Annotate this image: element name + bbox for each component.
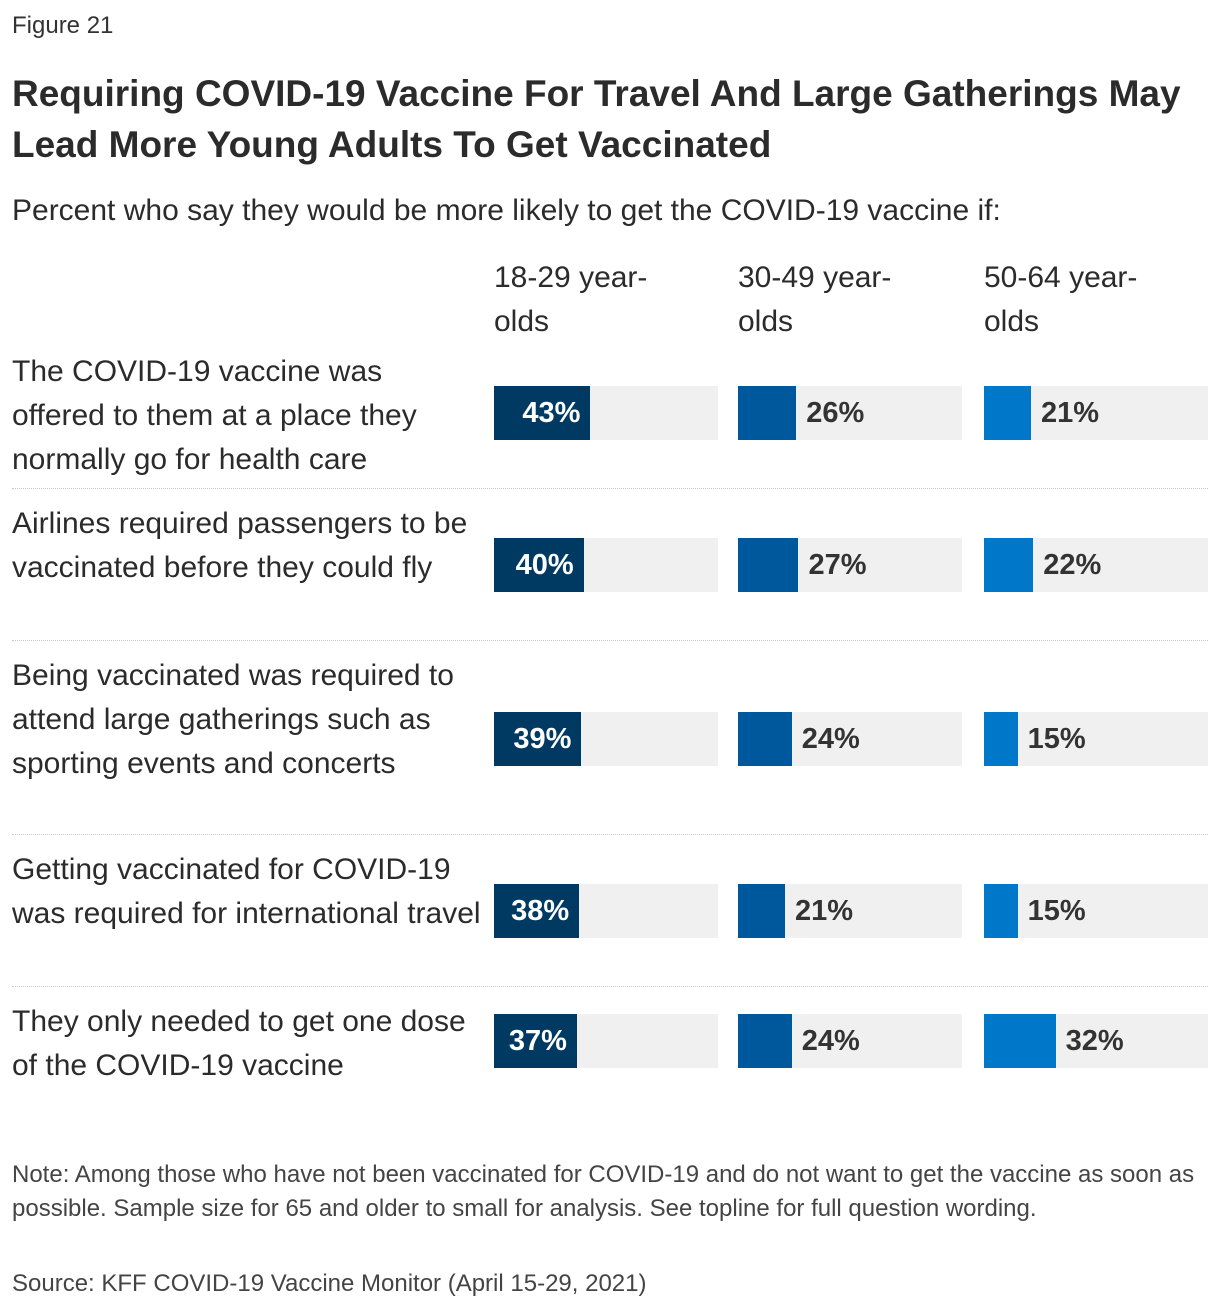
bar-track: 15% [984, 712, 1208, 766]
category-label: Airlines required passengers to be vacci… [12, 507, 468, 584]
column-header-2: 30-49 year-olds [738, 261, 892, 338]
bar [494, 386, 591, 440]
bar [738, 884, 786, 938]
bar-track: 24% [738, 1014, 962, 1068]
data-label: 24% [801, 1025, 860, 1057]
data-label: 24% [801, 723, 860, 755]
chart-source: Source: KFF COVID-19 Vaccine Monitor (Ap… [12, 1270, 647, 1297]
data-label: 15% [1027, 895, 1086, 927]
data-label: 38% [511, 895, 570, 927]
column-header-3: 50-64 year-olds [984, 261, 1138, 338]
bar-track: 21% [984, 386, 1208, 440]
data-label: 26% [806, 397, 865, 429]
row-divider [12, 834, 1208, 835]
bar [738, 712, 792, 766]
data-label: 43% [522, 397, 581, 429]
figure-label: Figure 21 [12, 12, 114, 39]
bar [984, 712, 1018, 766]
chart-note: Note: Among those who have not been vacc… [12, 1161, 1195, 1222]
chart-title: Requiring COVID-19 Vaccine For Travel An… [12, 73, 1181, 165]
bar [494, 538, 584, 592]
category-label: The COVID-19 vaccine was offered to them… [12, 355, 417, 476]
category-label: Getting vaccinated for COVID-19 was requ… [12, 853, 481, 930]
data-label: 27% [808, 549, 867, 581]
bar [494, 712, 582, 766]
data-label: 15% [1027, 723, 1086, 755]
bar [984, 884, 1018, 938]
chart-subtitle: Percent who say they would be more likel… [12, 194, 1001, 227]
column-header-1: 18-29 year-olds [494, 261, 648, 338]
bar-track: 27% [738, 538, 962, 592]
data-label: 22% [1043, 549, 1102, 581]
bar-track: 43% [494, 386, 718, 440]
data-label: 40% [515, 549, 574, 581]
bar-track: 39% [494, 712, 718, 766]
bar [984, 538, 1034, 592]
bar-track: 40% [494, 538, 718, 592]
bar [494, 884, 580, 938]
bar [494, 1014, 577, 1068]
bar-track: 37% [494, 1014, 718, 1068]
category-label: Being vaccinated was required to attend … [12, 659, 454, 780]
row-divider [12, 488, 1208, 489]
bar-track: 32% [984, 1014, 1208, 1068]
bar-track: 15% [984, 884, 1208, 938]
data-label: 39% [513, 723, 572, 755]
row-divider [12, 986, 1208, 987]
data-label: 37% [508, 1025, 567, 1057]
bar-track: 24% [738, 712, 962, 766]
bar-track: 38% [494, 884, 718, 938]
row-divider [12, 640, 1208, 641]
bar [984, 386, 1032, 440]
category-label: They only needed to get one dose of the … [12, 1005, 466, 1082]
data-label: 21% [1041, 397, 1100, 429]
data-label: 32% [1065, 1025, 1124, 1057]
bar [984, 1014, 1056, 1068]
bar [738, 538, 799, 592]
bar-track: 21% [738, 884, 962, 938]
bar-track: 22% [984, 538, 1208, 592]
data-label: 21% [795, 895, 854, 927]
bar [738, 1014, 792, 1068]
bar [738, 386, 797, 440]
bar-track: 26% [738, 386, 962, 440]
